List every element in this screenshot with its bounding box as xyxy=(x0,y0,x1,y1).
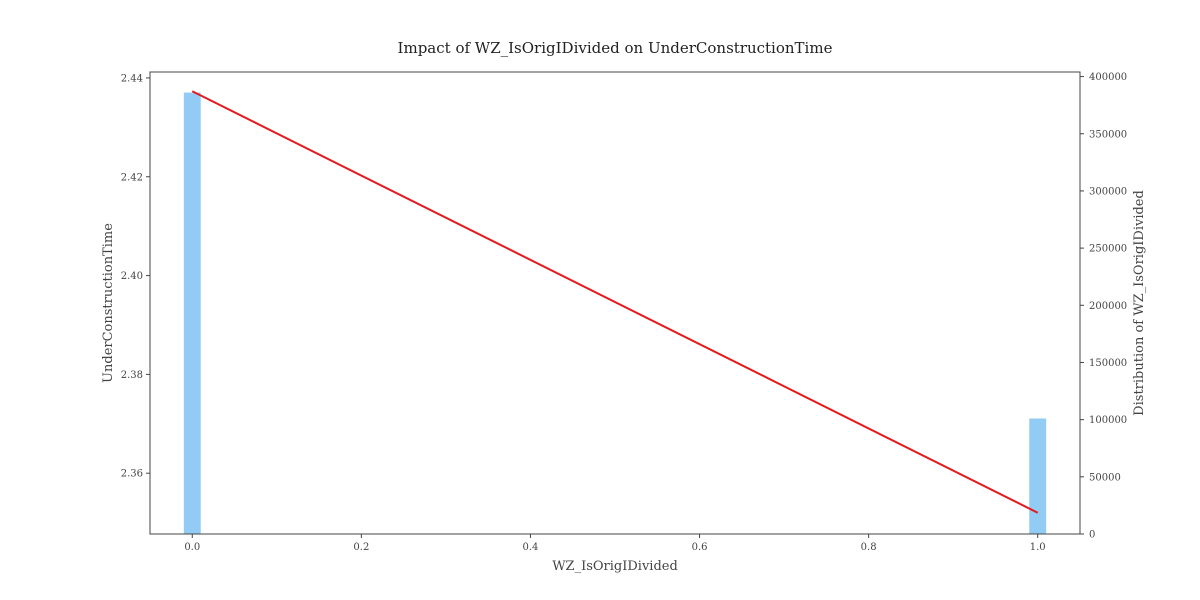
x-axis-ticks: 0.0 0.2 0.4 0.6 0.8 1.0 xyxy=(184,534,1046,553)
y-tick-label: 2.36 xyxy=(121,469,143,480)
trend-line-layer xyxy=(191,90,1039,514)
x-tick-label: 0.0 xyxy=(184,542,200,553)
distribution-bar xyxy=(183,92,201,534)
x-axis-label: WZ_IsOrigIDivided xyxy=(552,559,678,574)
y2-tick-label: 150000 xyxy=(1089,358,1127,369)
x-tick-label: 0.4 xyxy=(523,542,539,553)
y2-tick-label: 50000 xyxy=(1089,472,1121,483)
y2-tick-label: 100000 xyxy=(1089,415,1127,426)
trend-line xyxy=(191,90,1039,514)
y2-tick-label: 250000 xyxy=(1089,244,1127,255)
y-axis-ticks: 2.36 2.38 2.40 2.42 2.44 xyxy=(121,73,150,480)
x-tick-label: 0.6 xyxy=(692,542,708,553)
y-tick-label: 2.40 xyxy=(121,271,143,282)
y-axis-label: UnderConstructionTime xyxy=(101,223,116,383)
y-tick-label: 2.42 xyxy=(121,172,143,183)
x-tick-label: 1.0 xyxy=(1030,542,1046,553)
x-tick-label: 0.8 xyxy=(861,542,877,553)
y2-tick-label: 300000 xyxy=(1089,186,1127,197)
y2-tick-label: 400000 xyxy=(1089,72,1127,83)
x-tick-label: 0.2 xyxy=(353,542,369,553)
y-tick-label: 2.38 xyxy=(121,370,143,381)
y2-axis-ticks: 0 50000 100000 150000 200000 250000 300000 3500… xyxy=(1080,72,1127,541)
y2-axis-label: Distribution of WZ_IsOrigIDivided xyxy=(1132,190,1147,416)
y2-tick-label: 0 xyxy=(1089,530,1095,541)
plot-frame xyxy=(149,71,1081,535)
y-tick-label: 2.44 xyxy=(121,73,143,84)
y2-tick-label: 200000 xyxy=(1089,301,1127,312)
distribution-bar xyxy=(1029,418,1047,534)
y2-tick-label: 350000 xyxy=(1089,129,1127,140)
chart-title: Impact of WZ_IsOrigIDivided on UnderCons… xyxy=(398,39,833,57)
histogram-bars xyxy=(183,92,1047,534)
